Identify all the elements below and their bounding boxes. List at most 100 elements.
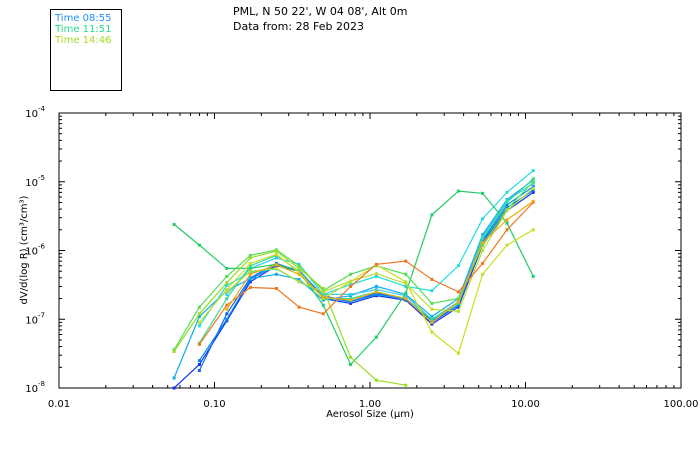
data-point xyxy=(274,272,278,276)
data-point xyxy=(321,287,325,290)
y-tick-exponent: -7 xyxy=(38,311,45,319)
data-point xyxy=(225,292,229,296)
data-point xyxy=(505,228,509,232)
data-point xyxy=(248,266,252,270)
data-point xyxy=(456,305,460,309)
data-point xyxy=(297,277,301,281)
data-point xyxy=(321,312,325,316)
data-point xyxy=(274,287,278,290)
data-point xyxy=(225,303,229,307)
data-point xyxy=(172,350,176,353)
data-point xyxy=(374,292,378,296)
data-point xyxy=(505,199,509,203)
data-point xyxy=(481,243,485,247)
y-tick-label: 10 -7 xyxy=(25,311,45,326)
data-point xyxy=(374,290,378,294)
data-point xyxy=(321,303,325,307)
data-point xyxy=(197,359,201,363)
data-point xyxy=(225,284,229,287)
y-tick-label: 10 -4 xyxy=(25,105,45,120)
data-point xyxy=(248,277,252,281)
series-line xyxy=(173,250,406,386)
data-point xyxy=(225,290,229,294)
data-point xyxy=(274,252,278,256)
legend-box: Time 08:55 Time 11:51 Time 14:46 xyxy=(50,9,122,91)
date-header: Data from: 28 Feb 2023 xyxy=(233,20,365,33)
data-point xyxy=(404,383,408,387)
data-point xyxy=(374,378,378,382)
data-point xyxy=(430,289,434,293)
legend-entry-2: Time 14:46 xyxy=(55,35,112,46)
data-point xyxy=(481,239,485,242)
data-point xyxy=(349,279,353,283)
data-point xyxy=(297,305,301,309)
data-point xyxy=(349,283,353,286)
data-point xyxy=(531,186,535,190)
data-point xyxy=(248,261,252,265)
data-point xyxy=(297,280,301,284)
data-point xyxy=(481,261,485,265)
series-line xyxy=(226,182,534,321)
data-point xyxy=(531,177,535,181)
y-tick-exponent: -5 xyxy=(38,174,45,182)
data-point xyxy=(404,284,408,288)
y-tick-base: 10 xyxy=(25,247,38,258)
data-point xyxy=(505,218,509,222)
data-point xyxy=(349,301,353,305)
y-tick-base: 10 xyxy=(25,109,38,120)
series-9 xyxy=(172,249,408,387)
data-point xyxy=(197,320,201,324)
data-point xyxy=(274,249,278,253)
data-point xyxy=(374,284,378,288)
data-point xyxy=(430,330,434,334)
series-line xyxy=(173,179,534,379)
data-point xyxy=(225,317,229,321)
y-tick-label: 10 -8 xyxy=(25,380,45,395)
data-point xyxy=(321,295,325,299)
data-point xyxy=(505,190,509,194)
data-point xyxy=(349,355,353,359)
data-point xyxy=(197,314,201,318)
data-point xyxy=(430,277,434,281)
data-point xyxy=(321,292,325,296)
data-point xyxy=(531,169,535,173)
data-point xyxy=(430,322,434,326)
data-point xyxy=(456,303,460,307)
data-point xyxy=(321,290,325,294)
series-line xyxy=(226,200,534,324)
data-point xyxy=(481,217,485,221)
data-point xyxy=(297,266,301,270)
data-point xyxy=(456,301,460,305)
data-point xyxy=(531,228,535,232)
data-point xyxy=(374,335,378,339)
data-point xyxy=(531,274,535,278)
data-point xyxy=(481,241,485,245)
data-point xyxy=(349,363,353,366)
data-point xyxy=(248,280,252,284)
data-point xyxy=(505,221,509,225)
series-line xyxy=(198,178,534,344)
data-point xyxy=(404,297,408,301)
series-line xyxy=(173,181,534,351)
data-point xyxy=(248,272,252,276)
data-point xyxy=(172,376,176,380)
plot-frame xyxy=(58,112,682,389)
series-3 xyxy=(172,178,535,380)
y-tick-exponent: -6 xyxy=(38,243,46,251)
data-point xyxy=(197,312,201,316)
data-point xyxy=(430,317,434,321)
data-point xyxy=(297,270,301,274)
data-point xyxy=(505,203,509,207)
data-point xyxy=(349,298,353,302)
data-point xyxy=(531,180,535,184)
y-tick-exponent: -4 xyxy=(38,105,46,113)
data-point xyxy=(225,288,229,292)
data-point xyxy=(248,264,252,268)
data-point xyxy=(248,269,252,273)
data-point xyxy=(531,199,535,203)
data-point xyxy=(404,282,408,286)
series-layer xyxy=(172,169,535,390)
data-point xyxy=(481,249,485,252)
